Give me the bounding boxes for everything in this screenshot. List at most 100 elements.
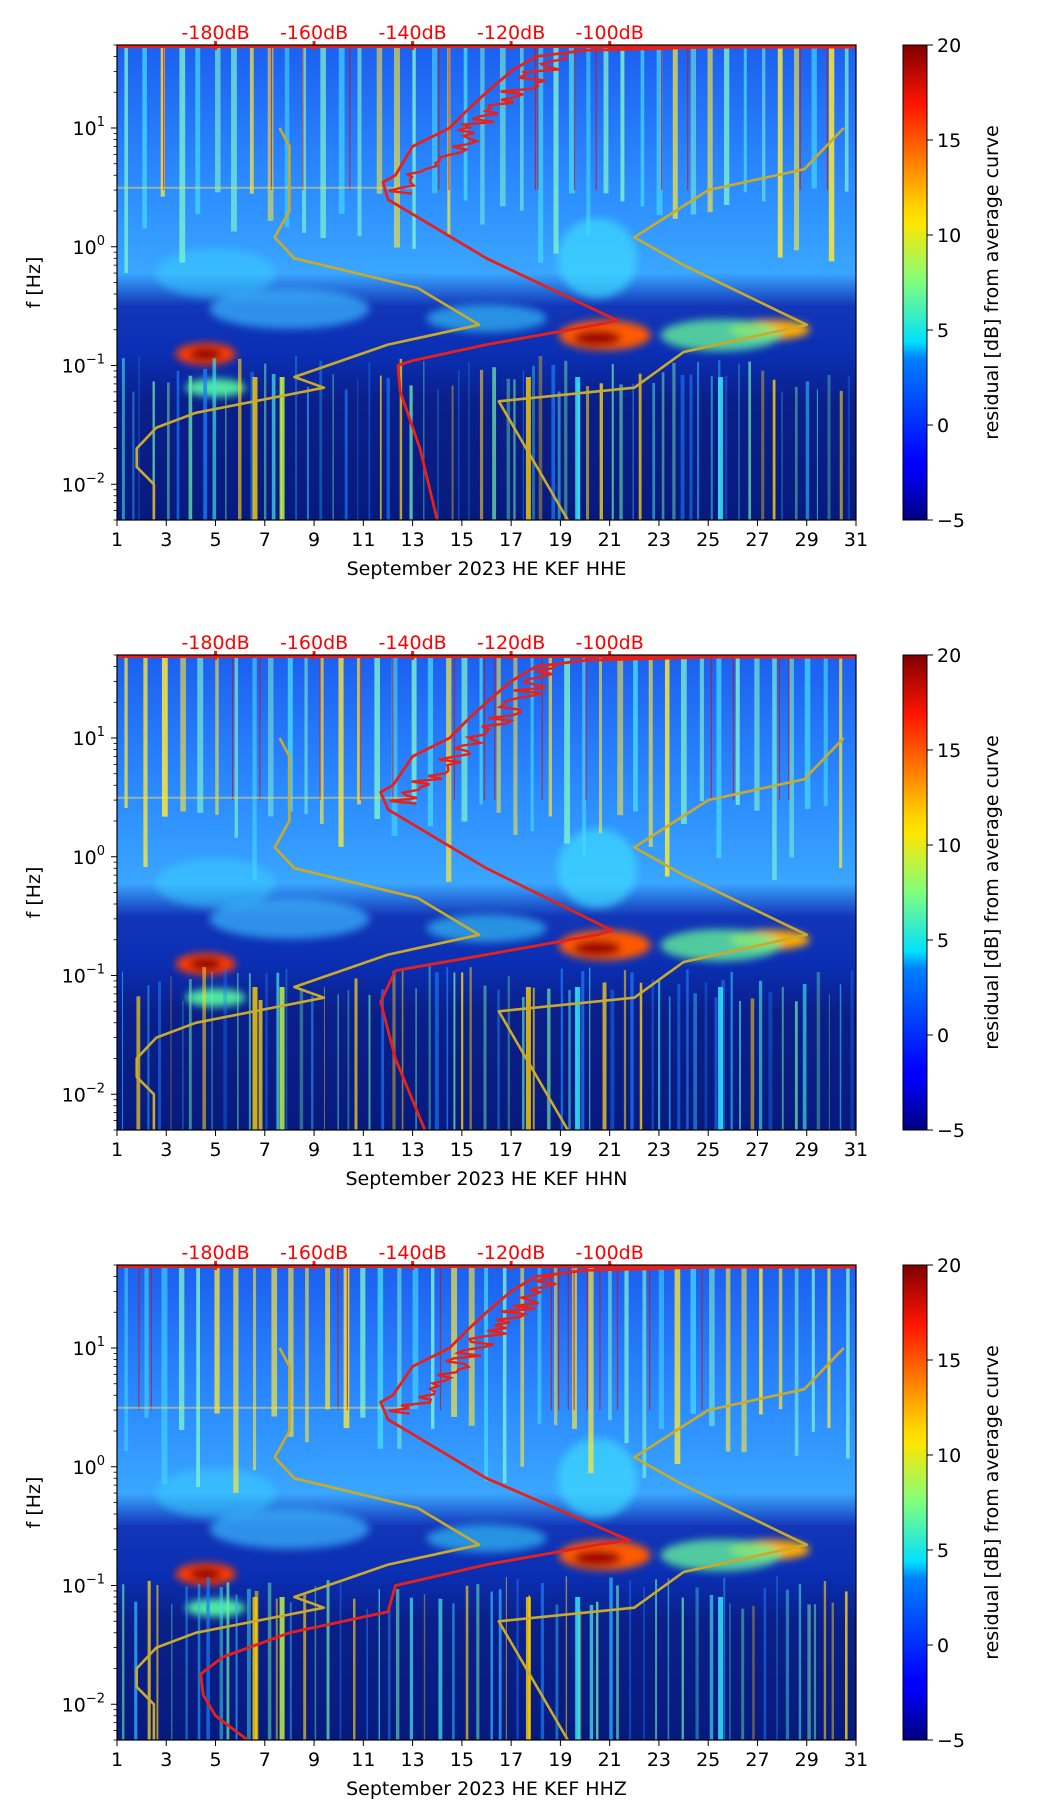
spike [595,45,597,191]
streak-low [265,973,268,1130]
streak-low [379,375,382,520]
streak-low [750,998,755,1130]
streak-low [610,989,615,1130]
blob-core [189,957,222,970]
colorbar-tick-label: 0 [937,415,949,437]
spike [541,655,543,801]
streak-low [802,983,807,1130]
x-tick-label: 27 [745,1139,769,1161]
streak-low [438,1598,443,1740]
streak-low [156,1584,159,1740]
streak-bright [718,377,724,520]
streak-high [548,655,553,817]
streak-low [609,1577,613,1740]
streak-low [356,379,359,520]
streak-low [730,971,733,1130]
streak-low [395,1589,400,1740]
streak-high [735,655,740,805]
blob-glow [557,828,638,909]
streak-low [401,969,404,1130]
streak-low [761,370,765,520]
streak-low [223,968,228,1130]
streak-low [807,1604,811,1740]
y-tick-exponent: 1 [97,115,105,130]
y-axis-label: f [Hz] [23,257,45,309]
y-tick-label: 101 [73,725,105,750]
x-axis-label: September 2023 HE KEF HHZ [346,1778,627,1800]
psd-jitter [388,55,569,195]
streak-low [147,1580,151,1740]
streak-low [276,972,280,1130]
streak-low [839,390,843,520]
spike [319,655,321,801]
streak-low [538,356,543,520]
streak-high [519,45,524,211]
streak-high [376,45,383,194]
streak-low [599,383,603,520]
streak-high [271,1265,278,1417]
colorbar [902,44,928,521]
streak-low [723,1577,726,1740]
blob-core [573,940,622,957]
streak-high [520,1265,525,1467]
streak-high [288,1265,294,1437]
x-tick-label: 17 [499,529,523,551]
streak-low [437,389,439,520]
streak-high [640,45,645,207]
streak-low [623,970,627,1130]
streak-low [828,994,830,1130]
streak-bright [718,987,724,1130]
spike [586,1265,588,1411]
x-tick-label: 5 [209,529,221,551]
streak-low [307,386,309,520]
colorbar-tick-label: −5 [937,510,965,532]
streak-low [158,981,161,1130]
streak-low [507,976,511,1130]
spike [732,655,735,801]
streak-low [565,1576,568,1740]
db-label: -140dB [378,632,446,654]
spike [661,45,663,191]
streak-high [484,1265,489,1482]
streak-low [781,986,784,1130]
colorbar-label: residual [dB] from average curve [981,125,1003,440]
streak-high [617,655,624,816]
x-axis-label: September 2023 HE KEF HHN [345,1168,627,1190]
streak-high [124,45,129,274]
spectrogram-panel-2: 1 3 5 7 9 11 13 15 17 19 21 23 25 27 29 3110−210−110010… [23,632,1003,1190]
y-tick-base: 10 [73,847,97,869]
x-tick-label: 7 [259,1139,271,1161]
x-tick-label: 15 [450,529,474,551]
streak-low [294,356,298,520]
db-label: -180dB [181,632,249,654]
streak-high [287,655,293,812]
streak-low [289,1602,292,1740]
streak-high [431,1265,435,1429]
colorbar-tick-label: −5 [937,1730,965,1752]
colorbar-tick-label: 5 [937,1540,949,1562]
blob-glow [155,858,276,909]
streak-bright [279,377,285,520]
streak-high [844,45,849,192]
streak-low [805,381,810,520]
streak-low [816,972,821,1130]
streak-high [374,655,380,819]
y-axis-label: f [Hz] [23,1477,45,1529]
tone-line [117,796,413,799]
streak-low [772,379,776,520]
streak-high [479,655,483,805]
streak-low [602,982,607,1130]
streak-bright [718,1597,724,1740]
streak-high [530,655,534,832]
psd-jitter [388,1274,557,1415]
x-tick-label: 25 [696,1139,720,1161]
db-label: -100dB [576,632,644,654]
x-tick-label: 31 [844,1749,868,1771]
colorbar [902,1264,928,1741]
streak-high [608,1265,612,1421]
blob-band [660,1539,781,1572]
streak-low [831,1602,834,1740]
blob-glow [557,1438,638,1519]
streak-low [212,358,217,520]
